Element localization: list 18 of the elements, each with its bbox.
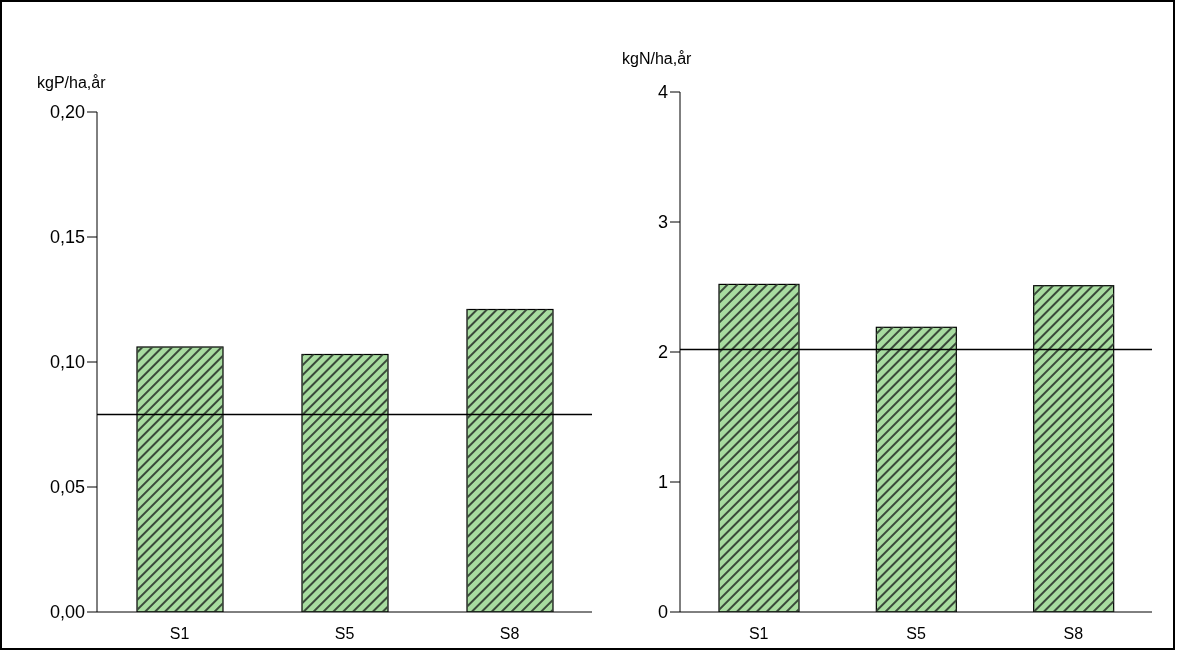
y-tick-label: 2 (657, 342, 668, 363)
y-axis-title: kgP/ha,år (37, 74, 106, 92)
x-tick-label: S8 (1063, 625, 1084, 643)
y-tick-label: 0,20 (49, 102, 85, 123)
x-tick-label: S1 (748, 625, 769, 643)
x-tick-label: S8 (499, 625, 520, 643)
x-tick-label: S5 (334, 625, 355, 643)
y-tick-label: 3 (657, 212, 668, 233)
y-tick-label: 4 (657, 82, 668, 103)
x-tick-label: S5 (906, 625, 926, 643)
y-tick-label: 0,05 (49, 477, 85, 498)
y-tick-label: 0,10 (49, 352, 85, 373)
x-tick-label: S1 (169, 625, 190, 643)
y-axis-title: kgN/ha,år (622, 50, 692, 68)
y-tick-label: 0 (657, 602, 668, 623)
y-tick-label: 0,15 (49, 227, 85, 248)
y-tick-label: 0,00 (49, 602, 85, 623)
y-tick-label: 1 (657, 472, 668, 493)
